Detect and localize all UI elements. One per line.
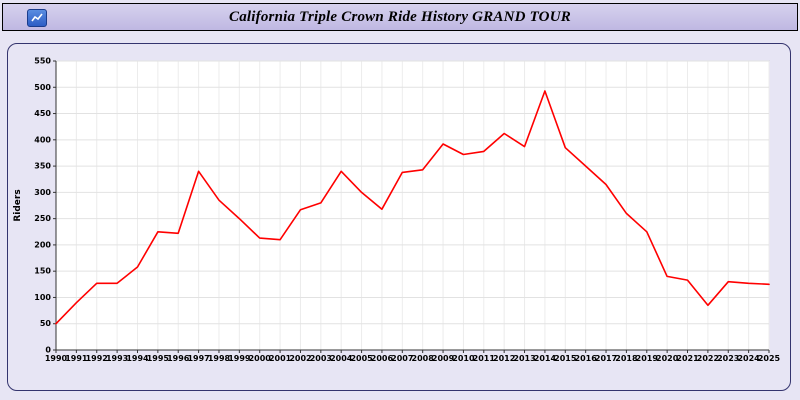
- x-tick-label: 2014: [534, 354, 557, 363]
- x-tick-label: 2005: [350, 354, 373, 363]
- x-tick-label: 1999: [228, 354, 251, 363]
- title-bar: California Triple Crown Ride History GRA…: [2, 3, 798, 31]
- x-tick-label: 1996: [167, 354, 190, 363]
- y-tick-label: 50: [40, 319, 52, 328]
- x-tick-label: 1995: [147, 354, 170, 363]
- x-tick-label: 2019: [636, 354, 659, 363]
- x-tick-label: 2011: [473, 354, 496, 363]
- ride-history-chart-svg: 1990199119921993199419951996199719981999…: [13, 57, 781, 364]
- x-tick-label: 2009: [432, 354, 455, 363]
- x-tick-label: 2025: [758, 354, 781, 363]
- y-tick-label: 450: [34, 109, 51, 118]
- y-tick-label: 300: [34, 188, 51, 197]
- chart-glyph: [31, 13, 43, 22]
- plot-area: [55, 60, 770, 351]
- x-tick-label: 2003: [310, 354, 332, 363]
- x-tick-label: 2012: [493, 354, 515, 363]
- x-tick-label: 2007: [391, 354, 413, 363]
- x-tick-label: 1992: [86, 354, 108, 363]
- riders-line: [55, 90, 770, 325]
- x-tick-label: 1990: [45, 354, 68, 363]
- y-tick-label: 100: [34, 293, 51, 302]
- y-axis-title: Riders: [13, 189, 23, 221]
- x-tick-label: 2006: [371, 354, 394, 363]
- x-tick-label: 1998: [208, 354, 231, 363]
- x-tick-label: 1991: [65, 354, 88, 363]
- x-tick-label: 2018: [615, 354, 638, 363]
- y-tick-label: 400: [34, 135, 51, 144]
- x-tick-label: 2002: [289, 354, 311, 363]
- x-tick-label: 1994: [126, 354, 149, 363]
- x-tick-label: 2021: [676, 354, 699, 363]
- y-tick-label: 250: [34, 214, 51, 223]
- y-tick-label: 200: [34, 240, 51, 249]
- x-tick-label: 2001: [269, 354, 292, 363]
- y-tick-label: 550: [34, 57, 51, 66]
- y-tick-label: 150: [34, 267, 51, 276]
- x-tick-label: 2020: [656, 354, 679, 363]
- x-tick-label: 2013: [513, 354, 535, 363]
- x-tick-label: 2004: [330, 354, 353, 363]
- x-tick-label: 2008: [412, 354, 435, 363]
- x-tick-label: 2015: [554, 354, 577, 363]
- x-tick-label: 2000: [249, 354, 272, 363]
- x-tick-label: 2024: [737, 354, 760, 363]
- y-tick-label: 0: [45, 346, 51, 355]
- x-tick-label: 2022: [697, 354, 719, 363]
- y-tick-label: 350: [34, 162, 51, 171]
- x-tick-label: 2016: [575, 354, 598, 363]
- page-title: California Triple Crown Ride History GRA…: [229, 8, 571, 25]
- chart-app-icon: [27, 9, 47, 27]
- x-tick-label: 1997: [187, 354, 209, 363]
- y-tick-label: 500: [34, 83, 51, 92]
- x-tick-label: 2017: [595, 354, 617, 363]
- chart-panel: 1990 1991 1992 1993 1994 1995 1996 1997 1998 1999…: [7, 43, 791, 391]
- x-tick-label: 1993: [106, 354, 128, 363]
- x-tick-label: 2023: [717, 354, 739, 363]
- x-tick-label: 2010: [452, 354, 475, 363]
